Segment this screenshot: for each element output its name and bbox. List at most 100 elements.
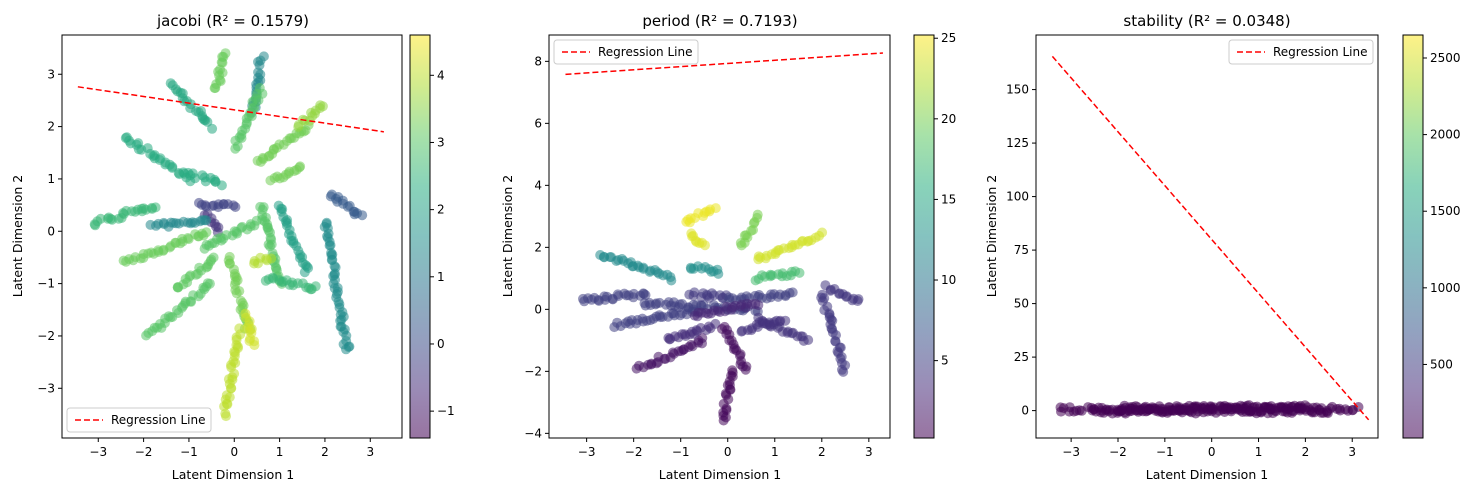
y-axis-label: Latent Dimension 2 [984,175,999,297]
axes-frame [548,34,891,439]
y-tick-label: −1 [37,277,55,291]
scatter-point [752,209,763,220]
x-axis-label: Latent Dimension 1 [1146,467,1268,482]
scatter-point [208,252,219,263]
colorbar-tick-label: 2000 [1430,128,1461,142]
scatter-point [299,267,310,278]
scatter-point [341,344,351,355]
colorbar-tick-label: 4 [437,68,445,82]
y-tick-label: −3 [37,381,55,395]
chart-title: jacobi (R² = 0.1579) [156,12,309,30]
chart-period: period (R² = 0.7193) Latent Dimension 1 … [500,12,956,482]
scatter-point [740,364,751,375]
y-tick-label: 2 [47,120,55,134]
legend-box [553,39,699,65]
scatter-point [838,366,849,377]
scatter-point [201,215,212,226]
scatter-point [710,203,721,214]
scatter-points [565,52,883,426]
scatter-point [787,287,798,298]
x-tick-label: −2 [135,445,153,459]
scatter-point [713,268,724,279]
x-tick-label: 2 [321,445,329,459]
y-tick-label: 8 [534,54,542,68]
y-tick-label: −2 [524,364,542,378]
y-tick-label: 3 [47,67,55,81]
colorbar-tick-label: 1000 [1430,281,1461,295]
x-tick-label: 2 [1302,445,1310,459]
scatter-point [293,121,304,132]
colorbar-tick-label: 20 [941,112,956,126]
scatter-point [640,290,651,300]
scatter-point [295,161,306,172]
scatter-point [817,227,828,238]
colorbar [409,34,431,439]
y-tick-label: 75 [1014,243,1029,257]
scatter-point [230,202,241,212]
scatter-point [95,213,106,224]
colorbar-tick-label: 25 [941,31,956,45]
x-tick-label: 1 [771,445,779,459]
scatter-point [310,281,321,292]
scatter-point [204,278,215,289]
x-axis-label: Latent Dimension 1 [172,467,294,482]
y-tick-label: 0 [47,224,55,238]
scatter-point [753,300,764,311]
scatter-point [257,214,268,225]
x-tick-label: 0 [724,445,732,459]
legend-box [1228,39,1374,65]
scatter-points [77,48,384,422]
x-tick-label: 0 [230,445,238,459]
scatter-point [780,315,791,326]
scatter-point [666,275,677,286]
colorbar-tick-label: 1 [437,270,445,284]
x-tick-label: 2 [818,445,826,459]
x-tick-label: −2 [625,445,643,459]
y-tick-label: −4 [524,426,542,440]
y-axis-label: Latent Dimension 2 [10,175,25,297]
scatter-point [700,240,710,251]
scatter-point [254,83,265,93]
x-tick-label: −2 [1109,445,1127,459]
scatter-point [220,48,231,59]
scatter-point [357,210,368,221]
scatter-point [1322,408,1333,419]
colorbar-tick-label: 3 [437,135,445,149]
scatter-points [1051,55,1370,421]
x-tick-label: 3 [1348,445,1356,459]
legend: Regression Line [553,39,699,65]
y-tick-label: −2 [37,329,55,343]
axes-frame [1035,34,1379,439]
scatter-point [150,202,161,213]
scatter-point [207,123,218,134]
regression-line [565,52,883,76]
y-tick-label: 6 [534,116,542,130]
y-tick-label: 50 [1014,297,1029,311]
colorbar-tick-label: 5 [941,354,949,368]
scatter-point [216,180,227,191]
x-tick-label: 1 [1255,445,1263,459]
colorbar-tick-label: −1 [437,404,455,418]
colorbar-tick-label: 2 [437,203,445,217]
chart-jacobi: jacobi (R² = 0.1579) Latent Dimension 1 … [10,12,455,482]
colorbar [1402,34,1424,439]
scatter-point [853,294,864,305]
x-tick-label: −1 [180,445,198,459]
scatter-point [794,267,805,278]
colorbar [913,34,935,439]
x-tick-label: 3 [366,445,374,459]
y-tick-label: 4 [534,178,542,192]
colorbar-tick-label: 15 [941,192,956,206]
scatter-point [317,101,328,112]
y-tick-label: 0 [1021,404,1029,418]
x-tick-label: −1 [672,445,690,459]
x-tick-label: −3 [578,445,596,459]
regression-line [1051,55,1370,421]
x-axis-label: Latent Dimension 1 [659,467,781,482]
scatter-point [194,262,205,273]
colorbar-tick-label: 2500 [1430,51,1461,65]
y-tick-label: 100 [1006,190,1029,204]
colorbar-tick-label: 10 [941,273,956,287]
scatter-point [718,415,729,426]
